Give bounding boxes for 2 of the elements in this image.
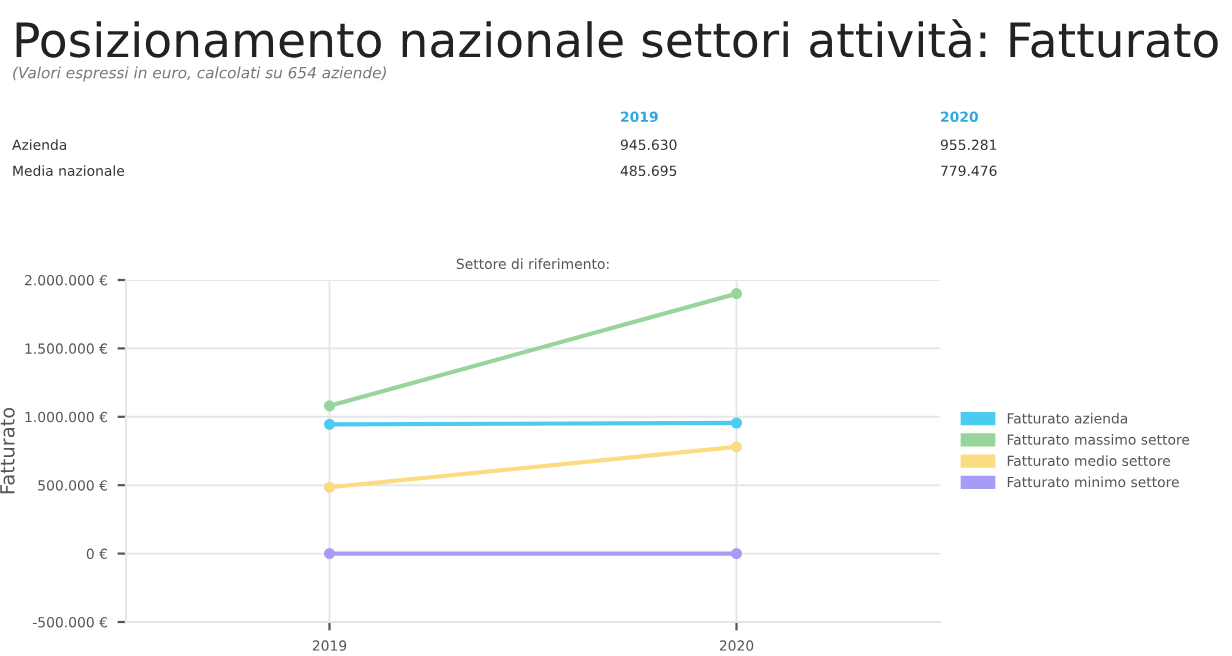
text: Posizionamento nazionale settori attività: Fatturato xyxy=(16,19,1218,58)
y-axis-title: Fatturato xyxy=(0,407,15,494)
